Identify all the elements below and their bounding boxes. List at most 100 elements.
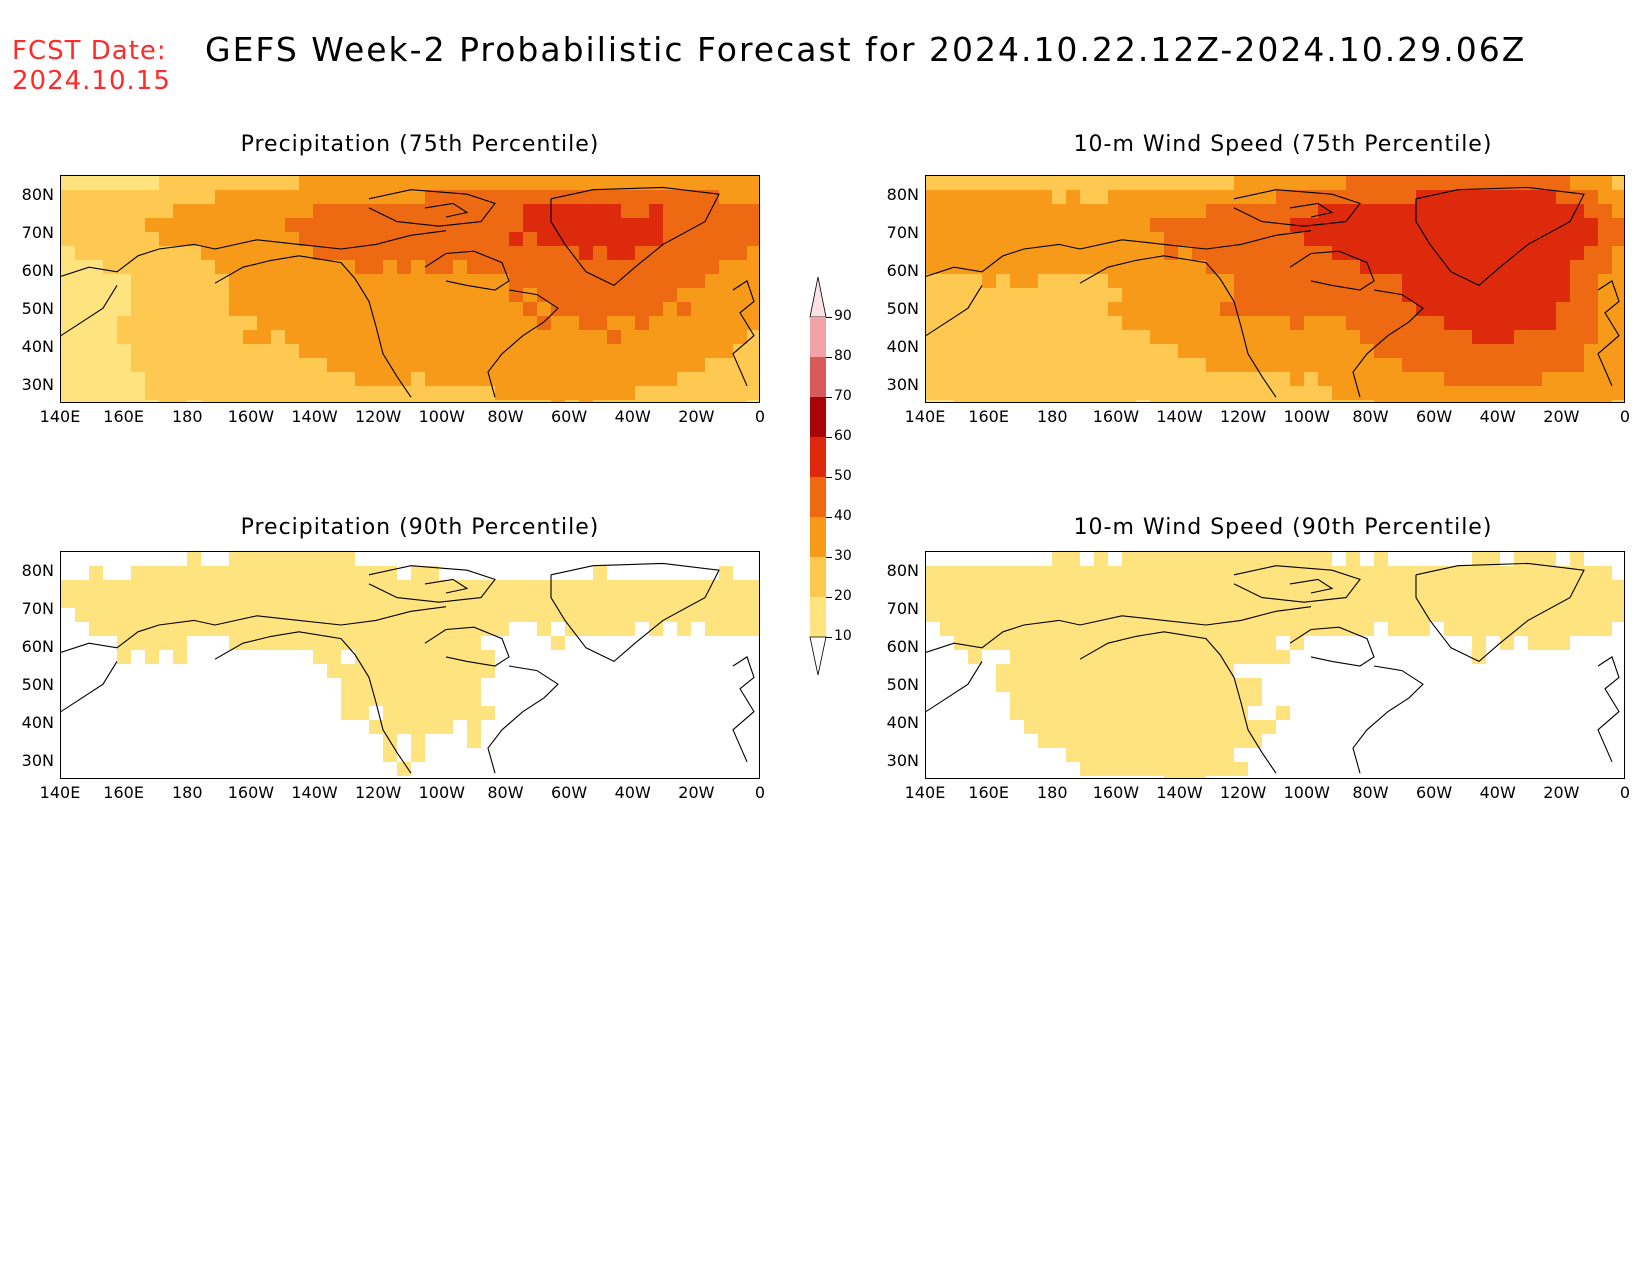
field-cell [355, 330, 370, 345]
field-cell [117, 400, 132, 402]
field-cell [593, 330, 608, 345]
field-cell [355, 762, 370, 777]
field-cell [996, 734, 1011, 749]
field-cell [607, 400, 622, 402]
field-cell [145, 552, 160, 567]
field-cell [103, 748, 118, 763]
coastline [1415, 562, 1585, 663]
field-cell [1416, 204, 1431, 219]
field-cell [313, 580, 328, 595]
field-cell [1486, 232, 1501, 247]
field-cell [285, 330, 300, 345]
field-cell [1570, 302, 1585, 317]
field-cell [453, 734, 468, 749]
field-cell [1052, 706, 1067, 721]
field-cell [1024, 386, 1039, 401]
field-cell [173, 232, 188, 247]
field-cell [719, 776, 734, 778]
coastline [1289, 202, 1334, 218]
field-cell [663, 650, 678, 665]
field-cell [1388, 246, 1403, 261]
field-cell [621, 748, 636, 763]
field-cell [649, 274, 664, 289]
field-cell [159, 232, 174, 247]
field-cell [285, 274, 300, 289]
field-cell [677, 776, 692, 778]
field-cell [996, 274, 1011, 289]
field-cell [926, 372, 941, 387]
field-cell [621, 344, 636, 359]
field-cell [1150, 316, 1165, 331]
field-cell [1542, 400, 1557, 402]
field-cell [159, 552, 174, 567]
field-cell [509, 204, 524, 219]
field-cell [411, 246, 426, 261]
field-cell [131, 386, 146, 401]
field-cell [383, 566, 398, 581]
field-cell [1262, 692, 1277, 707]
field-cell [1486, 762, 1501, 777]
field-cell [369, 316, 384, 331]
field-cell [1248, 274, 1263, 289]
field-cell [313, 358, 328, 373]
field-cell [411, 204, 426, 219]
field-cell [1444, 232, 1459, 247]
field-cell [1598, 232, 1613, 247]
field-cell [187, 330, 202, 345]
field-cell [411, 552, 426, 567]
field-cell [313, 190, 328, 205]
field-cell [453, 622, 468, 637]
field-cell [201, 608, 216, 623]
field-cell [117, 330, 132, 345]
field-cell [257, 566, 272, 581]
field-cell [257, 260, 272, 275]
field-cell [1304, 358, 1319, 373]
field-cell [397, 594, 412, 609]
field-cell [1332, 594, 1347, 609]
coastline [1079, 230, 1312, 250]
field-cell [369, 246, 384, 261]
field-cell [1598, 566, 1613, 581]
field-cell [579, 622, 594, 637]
field-cell [1234, 776, 1249, 778]
field-cell [537, 372, 552, 387]
field-cell [187, 734, 202, 749]
field-cell [1584, 622, 1599, 637]
field-cell [1374, 274, 1389, 289]
field-cell [523, 762, 538, 777]
field-cell [1178, 302, 1193, 317]
field-cell [1066, 176, 1081, 191]
field-cell [173, 650, 188, 665]
field-cell [1262, 706, 1277, 721]
field-cell [1304, 762, 1319, 777]
field-cell [327, 176, 342, 191]
field-cell [1262, 260, 1277, 275]
field-cell [1276, 400, 1291, 402]
field-cell [187, 552, 202, 567]
field-cell [1598, 288, 1613, 303]
field-cell [663, 288, 678, 303]
field-cell [954, 358, 969, 373]
field-cell [621, 176, 636, 191]
field-cell [1388, 748, 1403, 763]
field-cell [996, 372, 1011, 387]
field-cell [607, 678, 622, 693]
field-cell [467, 176, 482, 191]
field-cell [635, 608, 650, 623]
field-cell [940, 218, 955, 233]
field-cell [1514, 776, 1529, 778]
field-cell [719, 372, 734, 387]
field-cell [996, 650, 1011, 665]
field-cell [355, 636, 370, 651]
field-cell [1066, 344, 1081, 359]
field-cell [649, 204, 664, 219]
field-cell [1584, 608, 1599, 623]
field-cell [1248, 302, 1263, 317]
field-cell [509, 190, 524, 205]
field-cell [1500, 650, 1515, 665]
field-cell [1304, 552, 1319, 567]
field-cell [1430, 650, 1445, 665]
lon-label: 20W [1543, 407, 1580, 426]
field-cell [1402, 776, 1417, 778]
field-cell [1598, 302, 1613, 317]
